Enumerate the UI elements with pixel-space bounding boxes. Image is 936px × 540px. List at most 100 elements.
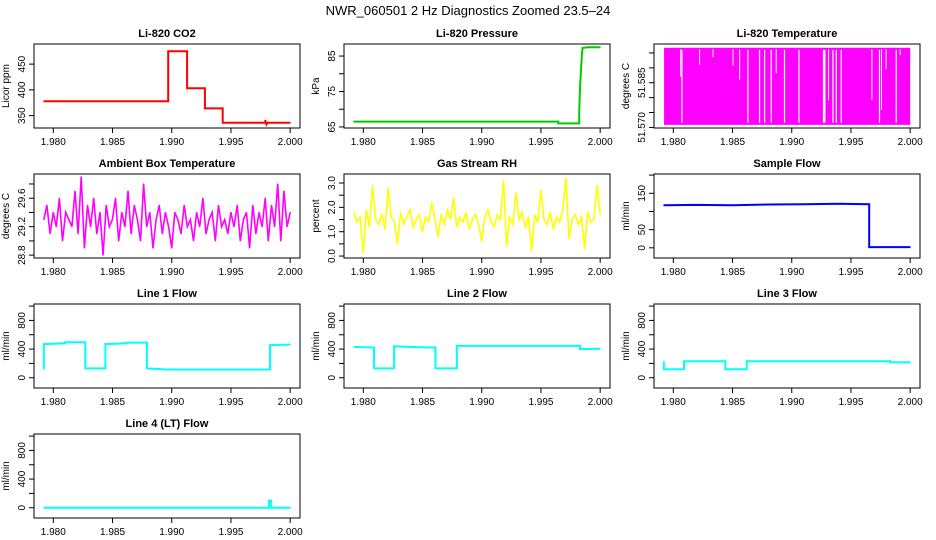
panel-line-1-flow: Line 1 Flow ml/min 1.980 1.985 1.990 1.995 2.0… bbox=[1, 288, 303, 408]
x-tick-label: 1.995 bbox=[218, 267, 243, 278]
data-point bbox=[86, 204, 89, 206]
data-point bbox=[255, 233, 257, 235]
x-tick-label: 1.985 bbox=[100, 137, 125, 148]
data-point bbox=[74, 190, 76, 192]
y-tick-label: 85 bbox=[327, 50, 338, 62]
data-point bbox=[663, 360, 665, 362]
data-point bbox=[222, 107, 224, 110]
data-point bbox=[105, 204, 107, 206]
data-point bbox=[264, 122, 266, 124]
data-point bbox=[104, 343, 107, 345]
data-point bbox=[449, 218, 452, 221]
data-point bbox=[579, 345, 581, 347]
y-tick-label: 0 bbox=[327, 375, 338, 381]
y-tick-label: 0 bbox=[637, 245, 648, 251]
data-point bbox=[289, 211, 291, 214]
data-point bbox=[431, 201, 433, 204]
data-point bbox=[52, 211, 54, 214]
data-point bbox=[356, 221, 358, 223]
data-point bbox=[43, 343, 45, 345]
x-tick-label: 1.980 bbox=[41, 527, 66, 538]
y-tick-label: 400 bbox=[327, 340, 338, 357]
data-point bbox=[242, 218, 244, 221]
y-axis-label: ml/min bbox=[311, 331, 322, 360]
data-point bbox=[268, 499, 270, 502]
panel-ambient-box-temperature: Ambient Box Temperature degrees C 1.980 1.9… bbox=[1, 158, 303, 278]
data-point bbox=[167, 226, 170, 228]
x-tick-label: 2.000 bbox=[278, 267, 303, 278]
data-point bbox=[371, 184, 374, 187]
x-tick-label: 1.990 bbox=[779, 137, 804, 148]
x-tick-label: 1.980 bbox=[661, 137, 686, 148]
data-point bbox=[64, 341, 66, 343]
data-point bbox=[270, 499, 272, 502]
data-point bbox=[393, 367, 395, 370]
data-point bbox=[270, 507, 272, 509]
data-point bbox=[155, 218, 157, 221]
data-point bbox=[239, 240, 241, 242]
series-line bbox=[43, 50, 291, 127]
data-point bbox=[471, 218, 473, 221]
data-point bbox=[359, 216, 361, 218]
x-tick-label: 1.985 bbox=[100, 527, 125, 538]
data-point bbox=[587, 46, 589, 48]
panel-title: Li-820 Temperature bbox=[737, 28, 838, 40]
y-tick-label: 150 bbox=[637, 184, 648, 201]
data-point bbox=[390, 216, 392, 218]
series-line bbox=[353, 344, 601, 370]
y-axis-label: ml/min bbox=[1, 461, 12, 490]
data-point bbox=[130, 233, 132, 235]
data-point bbox=[456, 345, 458, 347]
data-point bbox=[104, 367, 107, 370]
y-tick-label: 50 bbox=[637, 224, 648, 236]
y-axis-label: degrees C bbox=[621, 63, 632, 109]
data-point bbox=[484, 216, 486, 218]
data-point bbox=[396, 243, 399, 245]
data-point bbox=[205, 233, 207, 235]
panel-title: Li-820 Pressure bbox=[436, 28, 518, 40]
data-point bbox=[265, 123, 268, 125]
data-point bbox=[453, 197, 455, 199]
data-point bbox=[868, 246, 870, 248]
plot-frame bbox=[653, 303, 921, 389]
data-point bbox=[462, 221, 464, 223]
data-point bbox=[233, 226, 235, 228]
y-tick-label: 0 bbox=[637, 375, 648, 381]
x-tick-label: 1.980 bbox=[351, 267, 376, 278]
data-point bbox=[534, 214, 536, 216]
data-point bbox=[493, 226, 495, 228]
plot-frame bbox=[653, 43, 921, 129]
panel-line-3-flow: Line 3 Flow ml/min 1.980 1.985 1.990 1.995 2.0… bbox=[621, 288, 923, 408]
plot-frame bbox=[653, 173, 921, 259]
data-point bbox=[258, 211, 260, 214]
data-point bbox=[146, 226, 148, 228]
data-point bbox=[530, 250, 533, 252]
data-point bbox=[378, 223, 380, 225]
y-tick-label: 400 bbox=[17, 340, 28, 357]
x-tick-label: 2.000 bbox=[278, 527, 303, 538]
y-tick-label: 350 bbox=[17, 107, 28, 124]
data-point bbox=[43, 100, 45, 102]
y-tick-label: 29.2 bbox=[17, 217, 28, 237]
data-point bbox=[373, 347, 375, 349]
figure-title: NWR_060501 2 Hz Diagnostics Zoomed 23.5–… bbox=[326, 3, 611, 18]
data-point bbox=[252, 204, 254, 206]
data-point bbox=[136, 218, 138, 221]
data-point bbox=[767, 203, 769, 206]
x-tick-label: 1.980 bbox=[661, 267, 686, 278]
steady-interval-mark bbox=[822, 49, 826, 125]
panel-title: Line 2 Flow bbox=[447, 288, 507, 300]
data-point bbox=[43, 368, 45, 370]
data-point bbox=[409, 209, 411, 211]
x-tick-label: 2.000 bbox=[588, 137, 613, 148]
data-point bbox=[543, 218, 545, 221]
data-point bbox=[77, 233, 79, 235]
data-point bbox=[565, 177, 567, 179]
data-layer bbox=[353, 177, 601, 255]
y-axis-label: degrees C bbox=[1, 193, 12, 239]
data-point bbox=[909, 361, 911, 363]
data-point bbox=[583, 248, 586, 250]
y-tick-label: 28.8 bbox=[17, 245, 28, 265]
x-tick-label: 1.990 bbox=[779, 267, 804, 278]
data-layer bbox=[662, 360, 911, 371]
